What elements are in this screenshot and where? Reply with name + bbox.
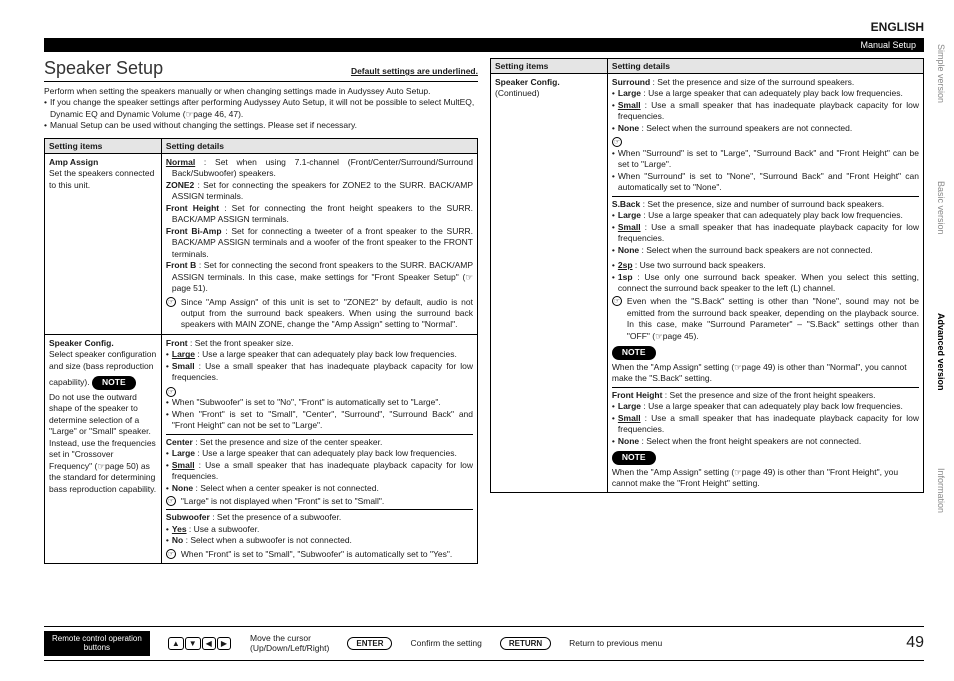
section-bar: Manual Setup bbox=[44, 38, 924, 52]
table-row: Speaker Config. (Continued) Surround : S… bbox=[491, 74, 924, 493]
right-column: Setting items Setting details Speaker Co… bbox=[490, 58, 924, 564]
page-number: 49 bbox=[906, 634, 924, 652]
amp-assign-label: Amp Assign bbox=[49, 157, 98, 167]
main-content: Speaker Setup Default settings are under… bbox=[44, 58, 924, 564]
side-tabs: Simple version Basic version Advanced ve… bbox=[934, 40, 948, 517]
table-header-details: Setting details bbox=[607, 59, 923, 74]
right-icon: ▶ bbox=[217, 637, 231, 650]
note-badge: NOTE bbox=[612, 451, 656, 464]
pointer-icon: ☞ bbox=[166, 549, 176, 559]
tab-basic[interactable]: Basic version bbox=[934, 177, 948, 239]
pointer-icon: ☞ bbox=[612, 137, 622, 147]
note-badge: NOTE bbox=[612, 346, 656, 359]
enter-text: Confirm the setting bbox=[410, 638, 481, 648]
table-header-items: Setting items bbox=[45, 138, 162, 153]
down-icon: ▼ bbox=[185, 637, 201, 650]
left-icon: ◀ bbox=[202, 637, 216, 650]
speaker-config-label: Speaker Config. bbox=[49, 338, 114, 348]
tab-advanced[interactable]: Advanced version bbox=[934, 309, 948, 395]
intro-text: Perform when setting the speakers manual… bbox=[44, 86, 478, 132]
default-settings-note: Default settings are underlined. bbox=[351, 66, 478, 76]
pointer-icon: ☞ bbox=[166, 387, 176, 397]
language-label: ENGLISH bbox=[871, 20, 924, 34]
note-badge: NOTE bbox=[92, 376, 136, 389]
return-text: Return to previous menu bbox=[569, 638, 662, 648]
pointer-icon: ☞ bbox=[166, 496, 176, 506]
cursor-buttons: ▲▼◀▶ bbox=[168, 637, 232, 650]
move-cursor-text: Move the cursor(Up/Down/Left/Right) bbox=[250, 633, 329, 653]
remote-label: Remote control operationbuttons bbox=[44, 631, 150, 656]
footer-bar: Remote control operationbuttons ▲▼◀▶ Mov… bbox=[44, 626, 924, 661]
pointer-icon: ☞ bbox=[612, 296, 622, 306]
pointer-icon: ☞ bbox=[166, 297, 176, 307]
tab-simple[interactable]: Simple version bbox=[934, 40, 948, 107]
tab-information[interactable]: Information bbox=[934, 464, 948, 517]
left-column: Speaker Setup Default settings are under… bbox=[44, 58, 478, 564]
up-icon: ▲ bbox=[168, 637, 184, 650]
settings-table-right: Setting items Setting details Speaker Co… bbox=[490, 58, 924, 493]
table-header-details: Setting details bbox=[161, 138, 477, 153]
settings-table-left: Setting items Setting details Amp Assign… bbox=[44, 138, 478, 564]
table-row: Speaker Config. Select speaker configura… bbox=[45, 334, 478, 563]
return-button-icon: RETURN bbox=[500, 637, 551, 650]
enter-button-icon: ENTER bbox=[347, 637, 392, 650]
table-row: Amp Assign Set the speakers connected to… bbox=[45, 153, 478, 334]
table-header-items: Setting items bbox=[491, 59, 608, 74]
page-title: Speaker Setup bbox=[44, 58, 163, 79]
